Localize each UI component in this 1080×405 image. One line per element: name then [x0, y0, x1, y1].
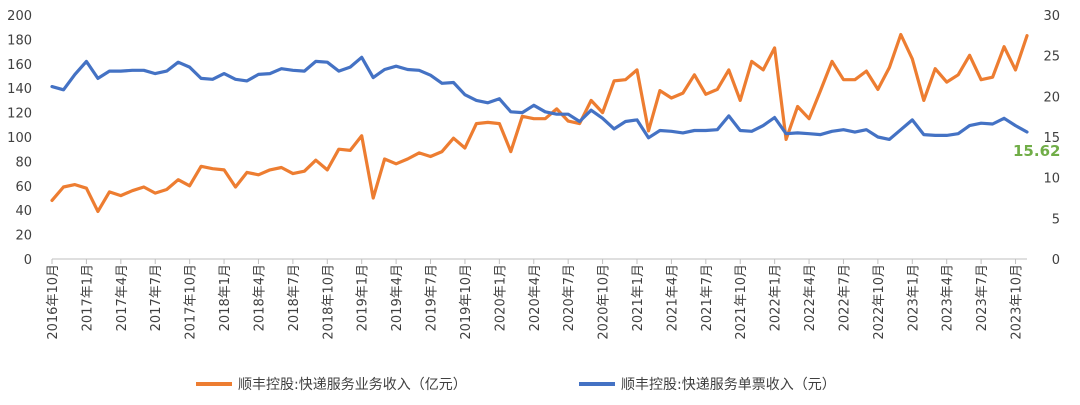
x-axis-tick-label: 2022年10月 [872, 264, 887, 340]
left-axis-tick-label: 200 [7, 9, 32, 24]
x-axis-tick-label: 2018年1月 [218, 264, 233, 331]
x-axis-tick-label: 2019年10月 [459, 264, 474, 340]
left-axis-tick-label: 120 [7, 107, 32, 122]
x-axis-tick-label: 2016年10月 [46, 264, 61, 340]
left-axis-tick-label: 80 [15, 155, 32, 170]
x-axis-tick-label: 2023年10月 [1010, 264, 1025, 340]
annotation-layer: 15.62 [1013, 142, 1060, 160]
left-axis-tick-label: 140 [7, 82, 32, 97]
series-line-express-revenue [50, 32, 1029, 213]
left-axis-tick-label: 160 [7, 58, 32, 73]
right-axis-tick-label: 30 [1043, 9, 1060, 24]
right-y-axis: 0 5 10 15 20 25 30 [1043, 9, 1060, 268]
x-axis-tick-label: 2017年1月 [80, 264, 95, 331]
left-axis-tick-label: 60 [15, 180, 32, 195]
left-y-axis: 0 20 40 60 80 100 120 140 160 180 200 [7, 9, 32, 268]
right-axis-tick-label: 10 [1043, 172, 1060, 187]
left-axis-tick-label: 20 [15, 229, 32, 244]
right-axis-tick-label: 20 [1043, 90, 1060, 105]
x-axis-tick-label: 2022年7月 [837, 264, 852, 331]
x-axis-tick-label: 2020年10月 [597, 264, 612, 340]
x-axis-tick-label: 2018年10月 [321, 264, 336, 340]
legend: 顺丰控股:快递服务业务收入（亿元） 顺丰控股:快递服务单票收入（元） [196, 377, 836, 393]
last-value-annotation: 15.62 [1013, 142, 1060, 160]
x-axis-tick-label: 2023年1月 [906, 264, 921, 331]
x-axis-tick-label: 2017年10月 [184, 264, 199, 340]
x-axis-tick-label: 2021年7月 [700, 264, 715, 331]
left-axis-tick-label: 100 [7, 131, 32, 146]
x-axis-tick-label: 2017年7月 [149, 264, 164, 331]
right-axis-tick-label: 25 [1043, 50, 1060, 65]
legend-label: 顺丰控股:快递服务业务收入（亿元） [238, 377, 467, 393]
x-axis-tick-label: 2021年4月 [665, 264, 680, 331]
right-axis-tick-label: 5 [1052, 212, 1060, 227]
x-axis-tick-label: 2017年4月 [115, 264, 130, 331]
legend-label: 顺丰控股:快递服务单票收入（元） [621, 377, 836, 393]
x-axis-tick-label: 2019年4月 [390, 264, 405, 331]
right-axis-tick-label: 0 [1052, 253, 1060, 268]
x-axis-tick-label: 2023年4月 [941, 264, 956, 331]
x-axis-tick-label: 2019年7月 [425, 264, 440, 331]
x-axis-tick-label: 2018年4月 [252, 264, 267, 331]
x-axis-tick-label: 2019年1月 [356, 264, 371, 331]
x-axis-tick-label: 2022年1月 [769, 264, 784, 331]
series-layer [50, 32, 1029, 213]
right-axis-tick-label: 15 [1043, 131, 1060, 146]
x-axis-tick-label: 2018年7月 [287, 264, 302, 331]
left-axis-tick-label: 40 [15, 204, 32, 219]
x-axis-tick-label: 2023年7月 [975, 264, 990, 331]
x-axis-tick-label: 2021年10月 [734, 264, 749, 340]
left-axis-tick-label: 180 [7, 33, 32, 48]
x-axis: 2016年10月 2017年1月 2017年4月 2017年7月 2017年10月 201… [46, 258, 1027, 340]
x-axis-tick-label: 2020年1月 [493, 264, 508, 331]
x-axis-tick-label: 2021年1月 [631, 264, 646, 331]
x-axis-tick-label: 2022年4月 [803, 264, 818, 331]
left-axis-tick-label: 0 [24, 253, 32, 268]
series-line-unit-revenue [50, 55, 1029, 141]
x-axis-tick-label: 2020年7月 [562, 264, 577, 331]
x-axis-tick-label: 2020年4月 [528, 264, 543, 331]
